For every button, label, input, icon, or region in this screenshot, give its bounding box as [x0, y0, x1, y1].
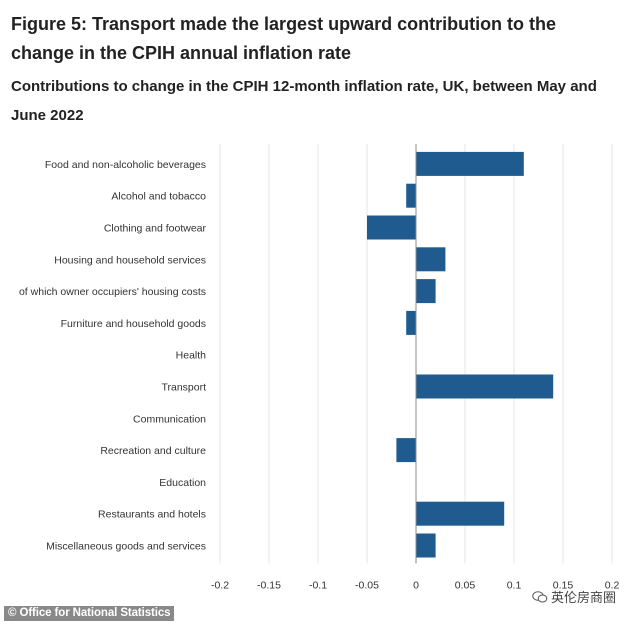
bar	[416, 247, 446, 272]
x-tick-label: -0.1	[309, 579, 327, 590]
x-tick-label: 0	[413, 579, 419, 590]
category-label: Food and non-alcoholic beverages	[45, 159, 206, 171]
bar	[416, 279, 436, 304]
bar	[416, 501, 505, 526]
category-label: Recreation and culture	[100, 445, 206, 457]
category-label: Furniture and household goods	[61, 318, 206, 330]
x-tick-label: -0.2	[211, 579, 229, 590]
bars	[367, 151, 554, 558]
wechat-icon	[532, 590, 548, 602]
chart-subtitle: Contributions to change in the CPIH 12-m…	[11, 78, 597, 124]
bar	[416, 374, 554, 399]
category-label: Education	[159, 477, 206, 489]
category-labels: Food and non-alcoholic beverages Alcohol …	[19, 159, 207, 553]
bar	[396, 438, 416, 463]
x-tick-label: -0.15	[257, 579, 281, 590]
x-tick-label: 0.2	[605, 579, 620, 590]
x-tick-label: 0.1	[507, 579, 522, 590]
bar	[367, 215, 416, 240]
category-label: Miscellaneous goods and services	[46, 541, 206, 553]
category-label: Communication	[133, 413, 206, 425]
watermark: 英伦房商圈	[532, 587, 616, 606]
x-tick-label: 0.15	[553, 579, 574, 590]
figure-title: Figure 5: Transport made the largest upw…	[11, 14, 557, 63]
category-label: Health	[176, 350, 207, 362]
bar	[406, 183, 416, 208]
bar	[416, 533, 436, 558]
category-label: Housing and household services	[54, 254, 206, 266]
category-label: Alcohol and tobacco	[111, 191, 206, 203]
x-tick-label: -0.05	[355, 579, 379, 590]
footer: © Office for National Statistics 英伦房商圈	[0, 590, 634, 624]
watermark-text: 英伦房商圈	[550, 591, 616, 606]
bar-chart: Food and non-alcoholic beverages Alcohol …	[19, 144, 619, 590]
bar	[406, 310, 416, 335]
x-tick-labels: -0.2 -0.15 -0.1 -0.05 0 0.05 0.1 0.15 0.2	[211, 579, 619, 590]
category-label: of which owner occupiers' housing costs	[19, 286, 206, 298]
category-label: Transport	[161, 382, 206, 394]
bar	[416, 151, 524, 176]
grid-lines	[219, 144, 613, 564]
category-label: Clothing and footwear	[104, 223, 207, 235]
title-block: Figure 5: Transport made the largest upw…	[11, 10, 623, 130]
ons-credit: © Office for National Statistics	[4, 606, 175, 621]
category-label: Restaurants and hotels	[98, 509, 206, 521]
x-tick-label: 0.05	[455, 579, 476, 590]
